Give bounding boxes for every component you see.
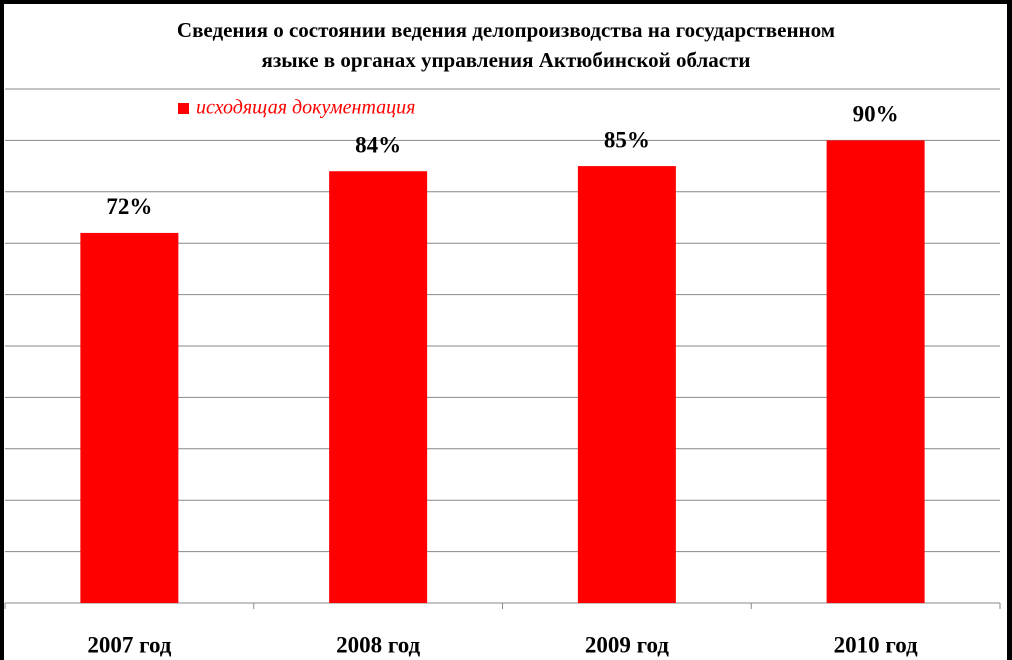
bar <box>577 166 676 603</box>
value-label: 84% <box>355 133 401 158</box>
x-tick-label: 2010 год <box>834 632 918 657</box>
value-label: 90% <box>853 102 899 127</box>
x-tick-label: 2009 год <box>585 632 669 657</box>
x-tick-label: 2008 год <box>336 632 420 657</box>
chart-title: языке в органах управления Актюбинской о… <box>261 48 750 72</box>
x-tick-label: 2007 год <box>87 632 171 657</box>
value-label: 85% <box>604 127 650 152</box>
legend-label: исходящая документация <box>196 97 415 119</box>
bar <box>80 232 179 604</box>
bar <box>826 140 925 603</box>
legend-swatch <box>178 103 189 114</box>
chart-title: Сведения о состоянии ведения делопроизво… <box>177 18 835 42</box>
bar <box>329 171 428 604</box>
value-label: 72% <box>106 194 152 219</box>
